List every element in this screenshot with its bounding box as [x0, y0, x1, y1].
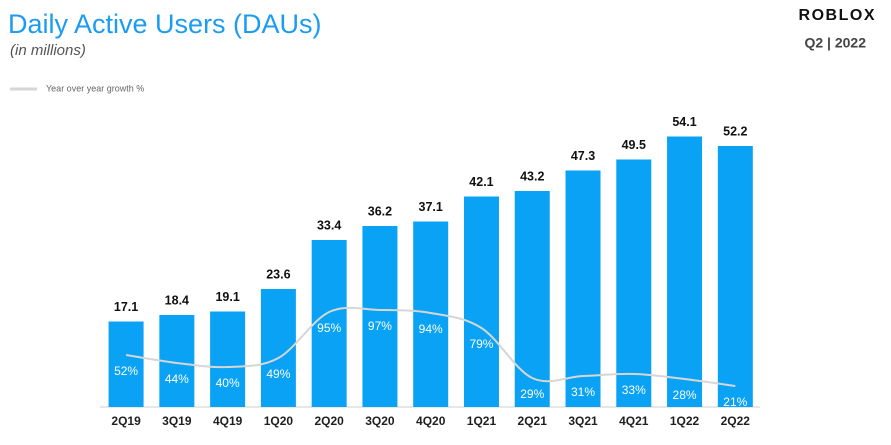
growth-line: [125, 306, 736, 387]
chart-subtitle: (in millions): [10, 42, 86, 59]
growth-label: 97%: [368, 319, 392, 333]
x-tick-label: 1Q22: [670, 414, 700, 428]
growth-label: 95%: [317, 321, 341, 335]
x-tick-label: 1Q21: [467, 414, 497, 428]
x-tick-label: 3Q19: [162, 414, 192, 428]
growth-label: 21%: [723, 395, 747, 409]
bar: [311, 240, 347, 407]
data-label: 43.2: [520, 169, 544, 183]
x-tick-label: 3Q21: [568, 414, 598, 428]
growth-label: 40%: [216, 376, 240, 390]
data-label: 18.4: [165, 293, 189, 307]
chart-title: Daily Active Users (DAUs): [8, 9, 322, 39]
growth-label: 52%: [114, 364, 138, 378]
data-label: 42.1: [469, 175, 493, 189]
bar: [667, 136, 703, 407]
bar: [463, 196, 499, 407]
data-label: 54.1: [672, 115, 696, 129]
x-tick-label: 4Q19: [213, 414, 243, 428]
growth-label: 28%: [673, 388, 697, 402]
data-label: 23.6: [266, 267, 290, 281]
growth-label: 33%: [622, 383, 646, 397]
bar: [616, 159, 652, 407]
data-label: 49.5: [622, 138, 646, 152]
x-tick-label: 2Q21: [518, 414, 548, 428]
bar: [565, 170, 601, 407]
data-label: 47.3: [571, 149, 595, 163]
bar: [362, 226, 398, 407]
x-tick-label: 2Q20: [314, 414, 344, 428]
bar: [717, 146, 753, 407]
data-label: 36.2: [368, 204, 392, 218]
data-label: 33.4: [317, 218, 341, 232]
growth-label: 31%: [571, 385, 595, 399]
x-tick-label: 3Q20: [365, 414, 395, 428]
x-tick-label: 4Q20: [416, 414, 446, 428]
bar: [108, 321, 144, 407]
growth-label: 29%: [520, 387, 544, 401]
period: Q2 | 2022: [804, 35, 866, 51]
data-label: 37.1: [419, 200, 443, 214]
legend-label: Year over year growth %: [46, 83, 144, 93]
data-label: 52.2: [723, 124, 747, 138]
growth-label: 44%: [165, 372, 189, 386]
x-tick-label: 2Q22: [721, 414, 751, 428]
growth-label: 79%: [469, 337, 493, 351]
growth-label: 94%: [419, 322, 443, 336]
x-tick-label: 1Q20: [264, 414, 294, 428]
x-tick-label: 2Q19: [111, 414, 141, 428]
data-label: 19.1: [215, 290, 239, 304]
data-label: 17.1: [114, 300, 138, 314]
bar: [210, 311, 246, 407]
bar: [514, 191, 550, 407]
x-tick-label: 4Q21: [619, 414, 649, 428]
brand-logo: ROBLOX: [799, 7, 876, 24]
growth-label: 49%: [266, 367, 290, 381]
